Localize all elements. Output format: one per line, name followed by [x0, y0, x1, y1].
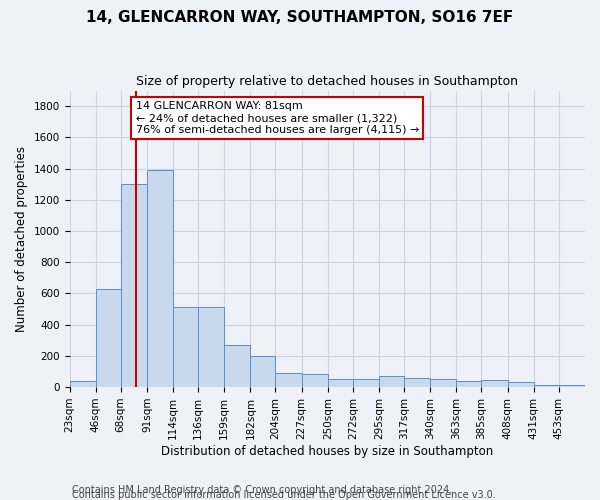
- Text: 14 GLENCARRON WAY: 81sqm
← 24% of detached houses are smaller (1,322)
76% of sem: 14 GLENCARRON WAY: 81sqm ← 24% of detach…: [136, 102, 419, 134]
- Bar: [508, 382, 534, 387]
- Text: Contains HM Land Registry data © Crown copyright and database right 2024.: Contains HM Land Registry data © Crown c…: [72, 485, 452, 495]
- Text: 14, GLENCARRON WAY, SOUTHAMPTON, SO16 7EF: 14, GLENCARRON WAY, SOUTHAMPTON, SO16 7E…: [86, 10, 514, 25]
- Bar: [198, 308, 224, 387]
- Bar: [121, 184, 147, 387]
- Bar: [559, 385, 585, 387]
- Y-axis label: Number of detached properties: Number of detached properties: [15, 146, 28, 332]
- Bar: [147, 170, 173, 387]
- Bar: [70, 381, 95, 387]
- Bar: [302, 374, 328, 387]
- Bar: [534, 385, 559, 387]
- X-axis label: Distribution of detached houses by size in Southampton: Distribution of detached houses by size …: [161, 444, 493, 458]
- Bar: [250, 356, 275, 387]
- Bar: [224, 345, 250, 387]
- Bar: [275, 373, 302, 387]
- Bar: [457, 381, 481, 387]
- Bar: [379, 376, 404, 387]
- Bar: [95, 289, 121, 387]
- Bar: [430, 378, 457, 387]
- Bar: [404, 378, 430, 387]
- Bar: [481, 380, 508, 387]
- Bar: [328, 378, 353, 387]
- Text: Contains public sector information licensed under the Open Government Licence v3: Contains public sector information licen…: [72, 490, 496, 500]
- Bar: [173, 308, 198, 387]
- Bar: [353, 378, 379, 387]
- Title: Size of property relative to detached houses in Southampton: Size of property relative to detached ho…: [136, 75, 518, 88]
